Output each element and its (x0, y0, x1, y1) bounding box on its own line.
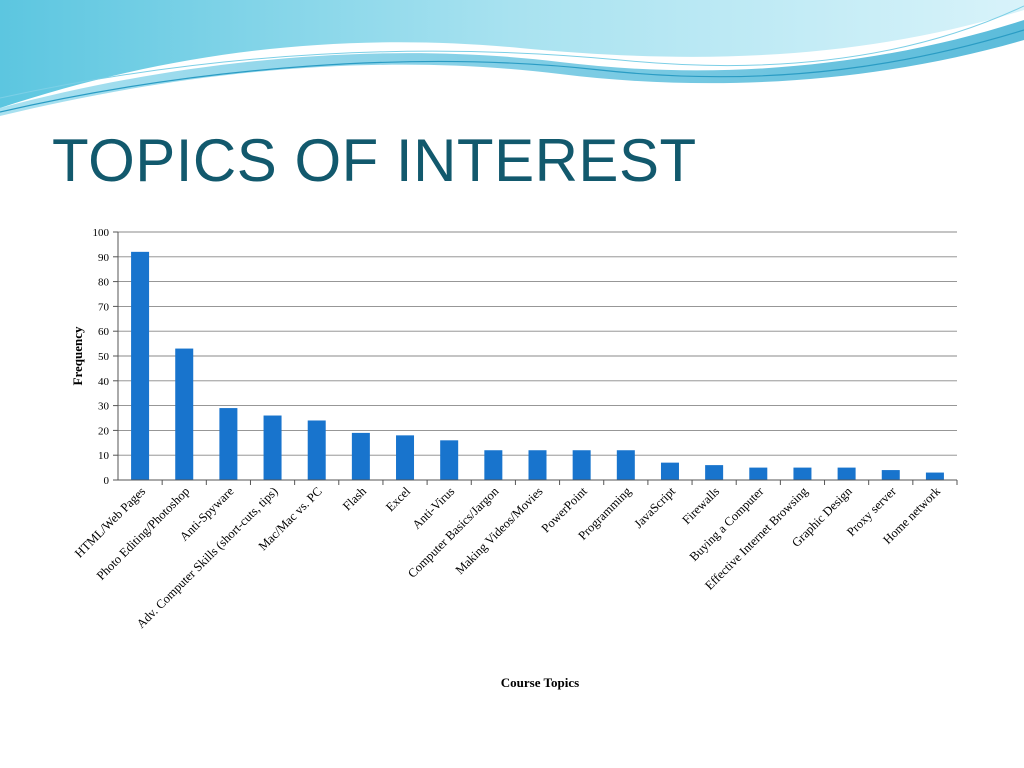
bar (837, 467, 856, 480)
chart-axes (117, 232, 958, 485)
y-tick-label: 90 (98, 252, 110, 264)
bar (528, 450, 547, 480)
bar (175, 348, 194, 480)
y-tick-label: 10 (98, 450, 110, 462)
x-tick-label: Buying a Computer (687, 484, 767, 564)
x-tick-label: Firewalls (679, 484, 722, 527)
bar (793, 467, 812, 480)
x-tick-label: Making Videos/Movies (453, 484, 546, 577)
y-tick-label: 30 (98, 401, 110, 413)
bar (307, 420, 326, 480)
bar (572, 450, 591, 480)
x-tick-label: JavaScript (631, 484, 678, 531)
y-axis-ticks: 0 10 20 30 40 50 60 70 80 90 100 (93, 227, 118, 487)
bar (263, 415, 282, 480)
y-tick-label: 70 (98, 301, 110, 313)
bar (881, 470, 900, 480)
x-axis-title: Course Topics (501, 675, 579, 690)
x-tick-label: Excel (383, 484, 413, 514)
bar (749, 467, 768, 480)
y-axis-title: Frequency (70, 326, 85, 385)
bar (131, 251, 150, 480)
bar (440, 440, 459, 480)
bar (925, 472, 944, 480)
slide-title: TOPICS OF INTEREST (52, 127, 697, 194)
chart-bars (131, 251, 944, 480)
y-tick-label: 60 (98, 326, 110, 338)
y-tick-label: 20 (98, 425, 110, 437)
header-wave-decoration (0, 0, 1024, 116)
x-tick-label: Flash (340, 484, 370, 514)
chart-gridlines (118, 231, 957, 456)
y-tick-label: 0 (104, 475, 110, 487)
bar (396, 435, 415, 480)
bar (484, 450, 503, 480)
y-tick-label: 80 (98, 277, 110, 289)
y-tick-label: 100 (93, 227, 110, 239)
y-tick-label: 40 (98, 376, 110, 388)
bar (660, 462, 679, 480)
bar (616, 450, 635, 480)
y-tick-label: 50 (98, 351, 110, 363)
bar (705, 465, 724, 480)
bar (219, 408, 238, 480)
bar (351, 432, 370, 480)
